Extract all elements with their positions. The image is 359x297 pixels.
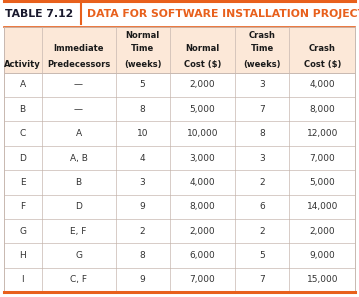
Text: TABLE 7.12: TABLE 7.12 <box>5 9 74 19</box>
Text: Crash: Crash <box>309 44 336 53</box>
Text: 2,000: 2,000 <box>190 227 215 236</box>
Bar <box>4 195 355 219</box>
Text: 10,000: 10,000 <box>187 129 218 138</box>
Text: 6,000: 6,000 <box>190 251 215 260</box>
Text: C, F: C, F <box>70 275 87 284</box>
Text: Cost ($): Cost ($) <box>184 60 221 69</box>
Text: —: — <box>74 80 83 89</box>
Text: 3: 3 <box>260 154 265 162</box>
Text: A: A <box>19 80 25 89</box>
Text: A: A <box>75 129 81 138</box>
Text: 3: 3 <box>140 178 145 187</box>
Bar <box>4 121 355 146</box>
Text: D: D <box>19 154 26 162</box>
Text: DATA FOR SOFTWARE INSTALLATION PROJECT: DATA FOR SOFTWARE INSTALLATION PROJECT <box>87 9 359 19</box>
Bar <box>4 243 355 268</box>
Text: 7: 7 <box>260 275 265 284</box>
Text: 3,000: 3,000 <box>190 154 215 162</box>
Text: 9: 9 <box>140 202 145 211</box>
Text: Activity: Activity <box>4 60 41 69</box>
Text: —: — <box>74 105 83 114</box>
Text: Time: Time <box>131 44 154 53</box>
Text: 4,000: 4,000 <box>309 80 335 89</box>
Text: 8: 8 <box>260 129 265 138</box>
Bar <box>4 97 355 121</box>
Text: Immediate: Immediate <box>53 44 104 53</box>
Text: E: E <box>20 178 25 187</box>
Text: 7: 7 <box>260 105 265 114</box>
Text: G: G <box>19 227 26 236</box>
Text: 3: 3 <box>260 80 265 89</box>
Text: H: H <box>19 251 26 260</box>
Text: B: B <box>19 105 25 114</box>
Text: E, F: E, F <box>70 227 87 236</box>
Text: Time: Time <box>251 44 274 53</box>
Text: 2: 2 <box>140 227 145 236</box>
Text: Normal: Normal <box>125 31 160 40</box>
Text: 8: 8 <box>140 105 145 114</box>
Text: I: I <box>21 275 24 284</box>
Text: 7,000: 7,000 <box>190 275 215 284</box>
Text: 5: 5 <box>140 80 145 89</box>
Text: A, B: A, B <box>70 154 88 162</box>
Bar <box>4 170 355 195</box>
Text: G: G <box>75 251 82 260</box>
Text: 14,000: 14,000 <box>307 202 338 211</box>
Bar <box>4 146 355 170</box>
Text: B: B <box>75 178 81 187</box>
Text: 8: 8 <box>140 251 145 260</box>
Text: 6: 6 <box>260 202 265 211</box>
Text: F: F <box>20 202 25 211</box>
Text: 10: 10 <box>137 129 148 138</box>
Text: 9,000: 9,000 <box>309 251 335 260</box>
Text: 4: 4 <box>140 154 145 162</box>
Text: Cost ($): Cost ($) <box>304 60 341 69</box>
Bar <box>4 73 355 97</box>
Text: Normal: Normal <box>185 44 220 53</box>
Text: 15,000: 15,000 <box>307 275 338 284</box>
Text: 2: 2 <box>260 227 265 236</box>
Text: 9: 9 <box>140 275 145 284</box>
Text: 2,000: 2,000 <box>309 227 335 236</box>
Text: (weeks): (weeks) <box>244 60 281 69</box>
Bar <box>4 268 355 292</box>
Text: 7,000: 7,000 <box>309 154 335 162</box>
Text: 2,000: 2,000 <box>190 80 215 89</box>
Text: 5,000: 5,000 <box>309 178 335 187</box>
Text: 2: 2 <box>260 178 265 187</box>
Text: C: C <box>19 129 26 138</box>
Text: Crash: Crash <box>249 31 276 40</box>
Text: Predecessors: Predecessors <box>47 60 110 69</box>
Bar <box>4 219 355 243</box>
Text: 5: 5 <box>260 251 265 260</box>
Text: 5,000: 5,000 <box>190 105 215 114</box>
Text: 12,000: 12,000 <box>307 129 338 138</box>
Text: 4,000: 4,000 <box>190 178 215 187</box>
Text: (weeks): (weeks) <box>124 60 161 69</box>
Text: D: D <box>75 202 82 211</box>
Text: 8,000: 8,000 <box>190 202 215 211</box>
Text: 8,000: 8,000 <box>309 105 335 114</box>
